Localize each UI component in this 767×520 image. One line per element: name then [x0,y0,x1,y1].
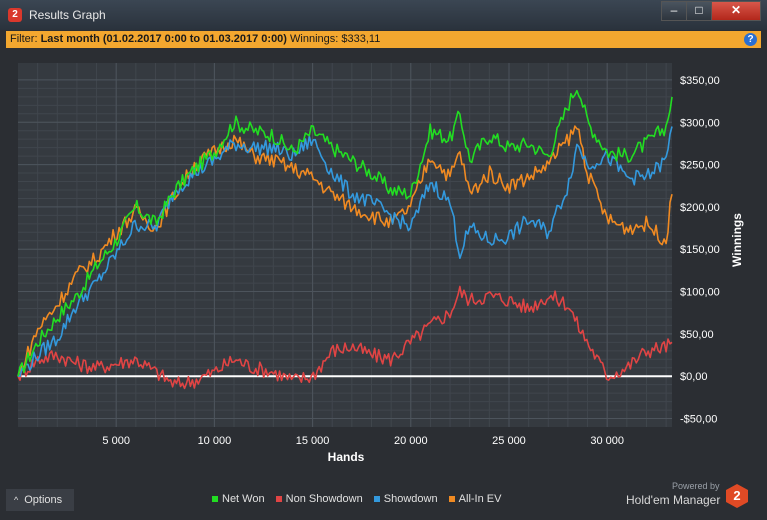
legend-item-showdown[interactable]: Showdown [373,493,438,505]
y-tick-label: $100,00 [680,287,720,299]
legend-label-showdown: Showdown [383,493,438,505]
x-tick-label: 5 000 [102,435,130,447]
legend-label-all-in-ev: All-In EV [458,493,502,505]
x-axis-ticks: 5 000 10 000 15 000 20 000 25 000 30 000 [102,435,624,447]
y-tick-label: $50,00 [680,329,714,341]
series-line-net-won [17,89,673,377]
help-icon[interactable]: ? [744,33,757,46]
legend-swatch-non-showdown [275,496,282,503]
series-lines [17,89,673,390]
window-title: Results Graph [29,8,106,22]
y-axis-ticks: -$50,00 $0,00 $50,00 $100,00 $150,00 $200,00 $… [680,75,720,426]
legend-item-net-won[interactable]: Net Won [212,493,265,505]
series-line-all-in-ev [17,125,673,377]
series-line-non-showdown [17,285,673,390]
results-chart: 5 000 10 000 15 000 20 000 25 000 30 000 -$50… [17,63,744,464]
y-tick-label: $0,00 [680,371,708,383]
legend-label-net-won: Net Won [222,493,265,505]
title-bar: 2 Results Graph – □ ✕ [0,0,767,30]
legend-swatch-all-in-ev [448,496,455,503]
app-logo-icon: 2 [8,8,22,22]
filter-range: Last month (01.02.2017 0:00 to 01.03.201… [40,33,287,45]
filter-winnings: Winnings: $333,11 [290,33,381,45]
y-tick-label: $300,00 [680,117,720,129]
x-axis-label: Hands [328,450,365,464]
results-chart-panel: 5 000 10 000 15 000 20 000 25 000 30 000 -$50… [6,49,761,486]
legend-item-non-showdown[interactable]: Non Showdown [275,493,363,505]
y-tick-label: $200,00 [680,202,720,214]
y-tick-label: $350,00 [680,75,720,87]
close-button[interactable]: ✕ [711,1,761,21]
y-axis-label: Winnings [730,213,744,267]
maximize-button[interactable]: □ [686,1,712,21]
x-tick-label: 25 000 [492,435,526,447]
legend-swatch-net-won [212,496,218,503]
y-tick-label: $250,00 [680,160,720,172]
options-label: Options [24,494,63,506]
y-tick-label: -$50,00 [680,414,717,426]
legend-item-all-in-ev[interactable]: All-In EV [448,493,502,505]
filter-label: Filter: [10,33,38,45]
filter-bar: Filter: Last month (01.02.2017 0:00 to 0… [6,31,761,48]
brand-name: Hold'em Manager [626,493,721,507]
legend-swatch-showdown [373,496,380,503]
x-tick-label: 30 000 [590,435,624,447]
y-tick-label: $150,00 [680,244,720,256]
brand-logo-icon: 2 [726,484,748,508]
options-button[interactable]: ^ Options [6,489,74,511]
legend-label-non-showdown: Non Showdown [285,493,363,505]
chevron-up-icon: ^ [14,495,19,505]
series-line-showdown [18,126,673,378]
x-tick-label: 15 000 [296,435,330,447]
x-tick-label: 20 000 [394,435,428,447]
chart-legend: Net Won Non Showdown Showdown All-In EV [212,493,509,505]
minimize-button[interactable]: – [661,1,687,21]
x-tick-label: 10 000 [198,435,232,447]
powered-by-label: Powered by [672,481,720,491]
plot-area [18,63,672,427]
